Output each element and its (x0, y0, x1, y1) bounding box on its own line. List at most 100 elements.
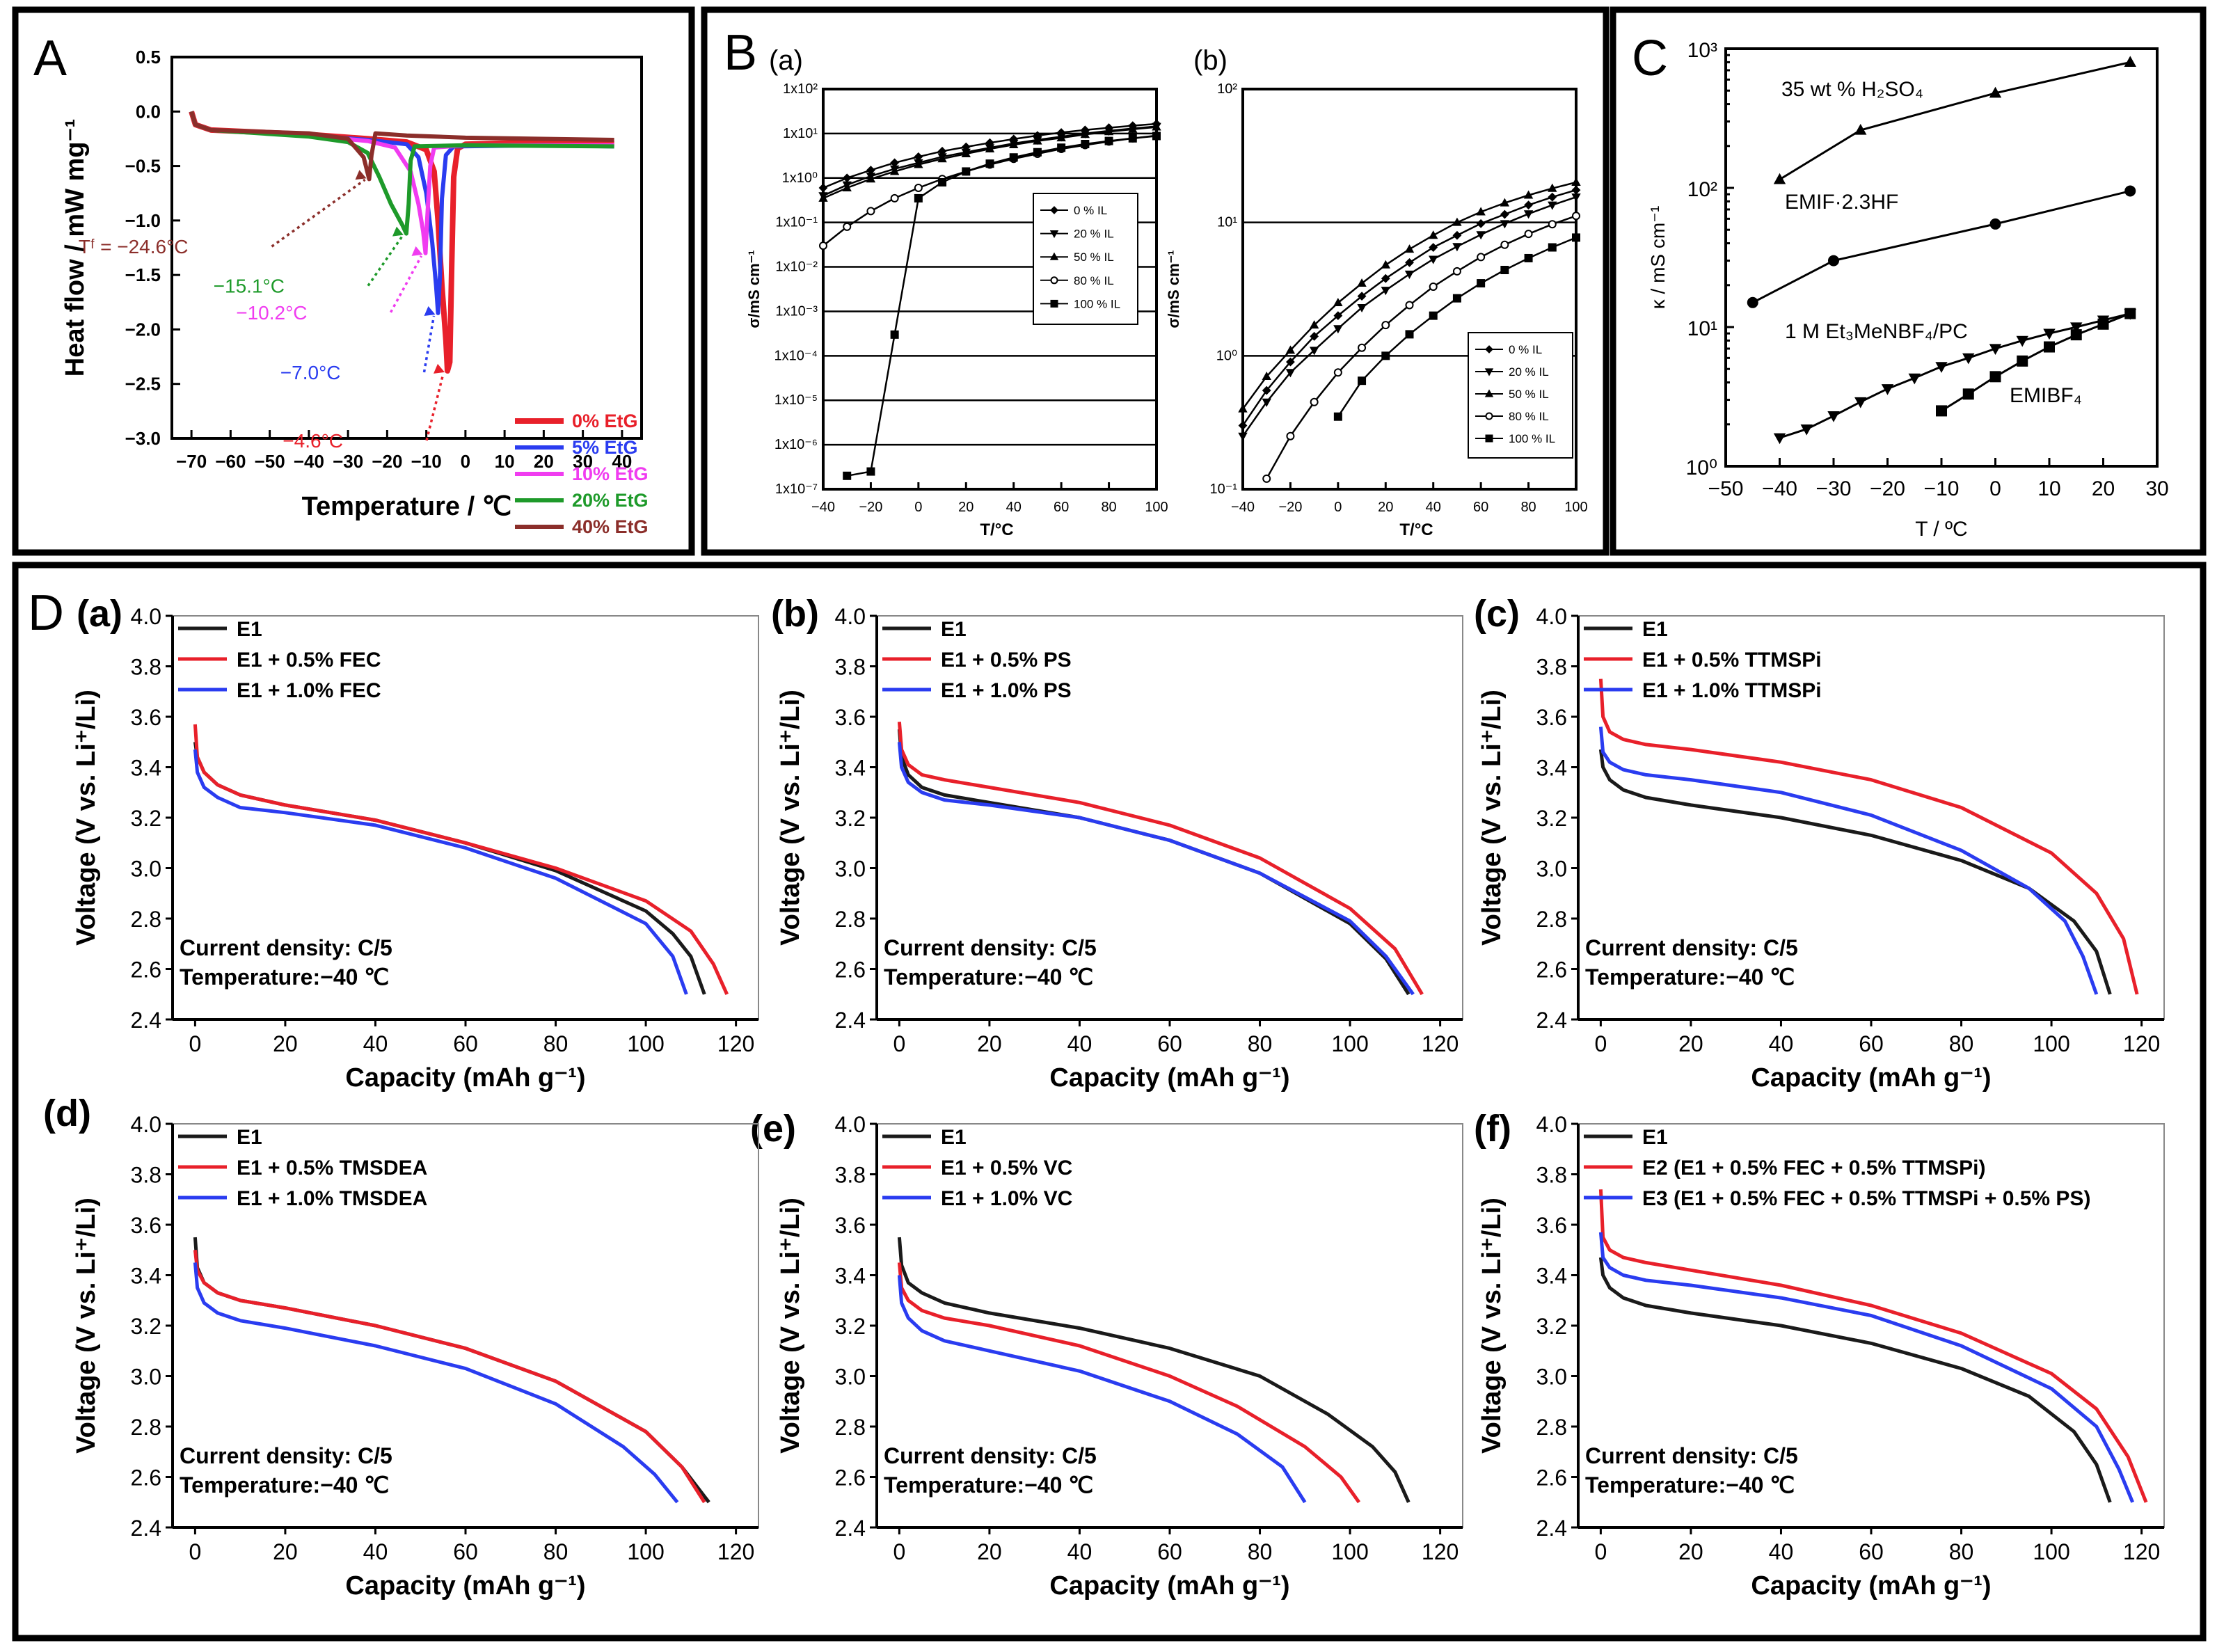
x-tick-label-Df: 0 (1594, 1539, 1607, 1564)
series-line-Dc-1 (1598, 678, 2139, 995)
series-line-C-0 (1779, 61, 2131, 181)
panel-B-frame (701, 6, 1610, 556)
series-point-Bb (1238, 404, 1248, 413)
legend-label-De: E1 + 1.0% VC (941, 1187, 1072, 1210)
y-tick-label-A: 0.0 (136, 101, 161, 122)
y-tick-label-A: −0.5 (125, 156, 161, 177)
series-point-Bb (1500, 198, 1510, 207)
series-point-Bb (1310, 331, 1319, 341)
y-tick-label-Db: 4.0 (835, 604, 866, 629)
series-line-C-1 (1752, 190, 2131, 304)
chart-Ba: 1x10² 1x10¹ 1x10⁰ 1x10⁻¹ 1x10⁻² 1x10⁻³ 1x10⁻⁴ 1… (745, 81, 1168, 539)
chart-De: 2.4 2.6 2.8 3.0 3.2 3.4 3.6 3.8 4.0 0 20 40 60 80 100 1… (776, 1112, 1463, 1601)
y-axis-label-Ba: σ/mS cm⁻¹ (745, 250, 763, 328)
chart-Db: 2.4 2.6 2.8 3.0 3.2 3.4 3.6 3.8 4.0 0 20 40 60 80 100 1… (776, 604, 1463, 1093)
x-tick-label-De: 0 (893, 1539, 905, 1564)
condition-note-Df: Temperature:−40 ℃ (1585, 1472, 1795, 1498)
y-tick-label-Ba: 1x10² (783, 81, 818, 97)
y-tick-label-Dc: 3.2 (1536, 806, 1567, 831)
y-axis-label-Dd: Voltage (V vs. Li⁺/Li) (72, 1198, 101, 1454)
x-axis-label-A: Temperature / ℃ (302, 492, 512, 521)
x-tick-label-Ba: 0 (914, 500, 922, 515)
x-tick-label-Dc: 100 (2033, 1031, 2069, 1056)
chart-Dc: 2.4 2.6 2.8 3.0 3.2 3.4 3.6 3.8 4.0 0 20 40 60 80 100 1… (1477, 604, 2165, 1093)
series-line-Bb-3 (1266, 215, 1577, 479)
x-tick-label-Da: 60 (453, 1031, 478, 1056)
y-tick-label-De: 2.4 (835, 1516, 866, 1541)
y-tick-label-Ba: 1x10⁰ (782, 170, 818, 186)
y-tick-label-C: 10² (1687, 178, 1717, 201)
y-tick-label-De: 3.6 (835, 1213, 866, 1238)
legend-label-A: 20% EtG (572, 490, 649, 511)
series-point-Bb (1262, 474, 1271, 483)
x-tick-label-Da: 0 (189, 1031, 201, 1056)
legend-label-Da: E1 (237, 618, 262, 641)
x-tick-label-Bb: 100 (1564, 500, 1587, 515)
series-point-C (1800, 424, 1813, 436)
series-point-Bb (1500, 220, 1510, 229)
x-tick-label-Dd: 120 (717, 1539, 754, 1564)
x-tick-label-Db: 100 (1331, 1031, 1368, 1056)
series-line-Db-1 (897, 722, 1424, 996)
series-point-Bb (1381, 351, 1390, 360)
panel-A-frame (12, 6, 695, 556)
chart-Bb: 10² 10¹ 10⁰ 10⁻¹ −40 −20 0 20 40 60 80 100 T/°C σ/mS … (1165, 81, 1588, 539)
x-tick-label-De: 20 (977, 1539, 1002, 1564)
x-tick-label-C: −50 (1708, 477, 1744, 500)
y-tick-label-Ba: 1x10⁻⁷ (775, 482, 818, 497)
y-tick-label-Bb: 10¹ (1217, 215, 1237, 230)
series-point-Bb (1548, 183, 1557, 192)
series-point-C (2044, 341, 2055, 353)
y-tick-label-Df: 3.2 (1536, 1314, 1567, 1339)
series-point-Bb (1429, 311, 1438, 320)
series-point-Bb (1477, 279, 1486, 288)
series-point-C (1827, 411, 1840, 422)
y-axis-label-Da: Voltage (V vs. Li⁺/Li) (72, 690, 101, 946)
x-tick-label-C: 10 (2037, 477, 2060, 500)
y-tick-label-C: 10⁰ (1686, 456, 1717, 479)
series-point-Bb (1477, 253, 1486, 262)
series-point-Bb (1310, 397, 1319, 406)
series-label-C: 35 wt % H₂SO₄ (1781, 78, 1923, 101)
y-tick-label-A: −1.5 (125, 264, 161, 285)
series-point-Ba (962, 167, 971, 176)
series-point-Ba (866, 207, 875, 216)
y-tick-label-Db: 3.4 (835, 756, 866, 781)
panel-letter-D: D (28, 585, 64, 641)
x-tick-label-A: 10 (495, 451, 515, 472)
x-axis-label-Db: Capacity (mAh g⁻¹) (1049, 1063, 1289, 1093)
x-tick-label-Ba: −20 (859, 500, 882, 515)
legend-marker-Ba (1050, 206, 1058, 214)
y-tick-label-Ba: 1x10⁻⁵ (774, 392, 818, 408)
y-tick-label-Dc: 3.8 (1536, 655, 1567, 680)
y-axis-label-Df: Voltage (V vs. Li⁺/Li) (1477, 1198, 1507, 1454)
panel-D-sub-a: (a) (77, 593, 122, 635)
legend-label-Ba: 50 % IL (1074, 251, 1114, 264)
panel-C-frame (1610, 6, 2207, 556)
series-line-Dd-2 (193, 1262, 679, 1504)
y-tick-label-Df: 2.4 (1536, 1516, 1567, 1541)
series-point-Bb (1571, 177, 1581, 186)
y-tick-label-Da: 3.0 (131, 857, 161, 882)
condition-note-Db: Current density: C/5 (884, 935, 1097, 960)
series-point-Ba (818, 183, 828, 193)
series-point-C (1989, 344, 2002, 356)
y-tick-label-Db: 3.6 (835, 705, 866, 730)
series-point-Bb (1358, 376, 1367, 386)
series-point-C (1854, 397, 1867, 408)
y-tick-label-Ba: 1x10⁻³ (775, 303, 818, 319)
chart-A: −70 −60 −50 −40 −30 −20 −10 0 10 20 30 40 0.5 0.0 −0.5… (61, 47, 649, 537)
legend-label-Df: E1 (1642, 1126, 1668, 1149)
x-tick-label-C: −10 (1924, 477, 1960, 500)
legend-label-A: 40% EtG (572, 516, 649, 537)
y-tick-label-Da: 3.8 (131, 655, 161, 680)
series-point-Bb (1429, 282, 1438, 291)
series-line-Da-2 (193, 749, 688, 995)
x-tick-label-Dc: 40 (1769, 1031, 1794, 1056)
series-point-C (1962, 353, 1975, 365)
x-tick-label-Dc: 60 (1859, 1031, 1884, 1056)
y-tick-label-Df: 2.8 (1536, 1415, 1567, 1440)
y-tick-label-Dc: 3.6 (1536, 705, 1567, 730)
y-tick-label-De: 2.8 (835, 1415, 866, 1440)
